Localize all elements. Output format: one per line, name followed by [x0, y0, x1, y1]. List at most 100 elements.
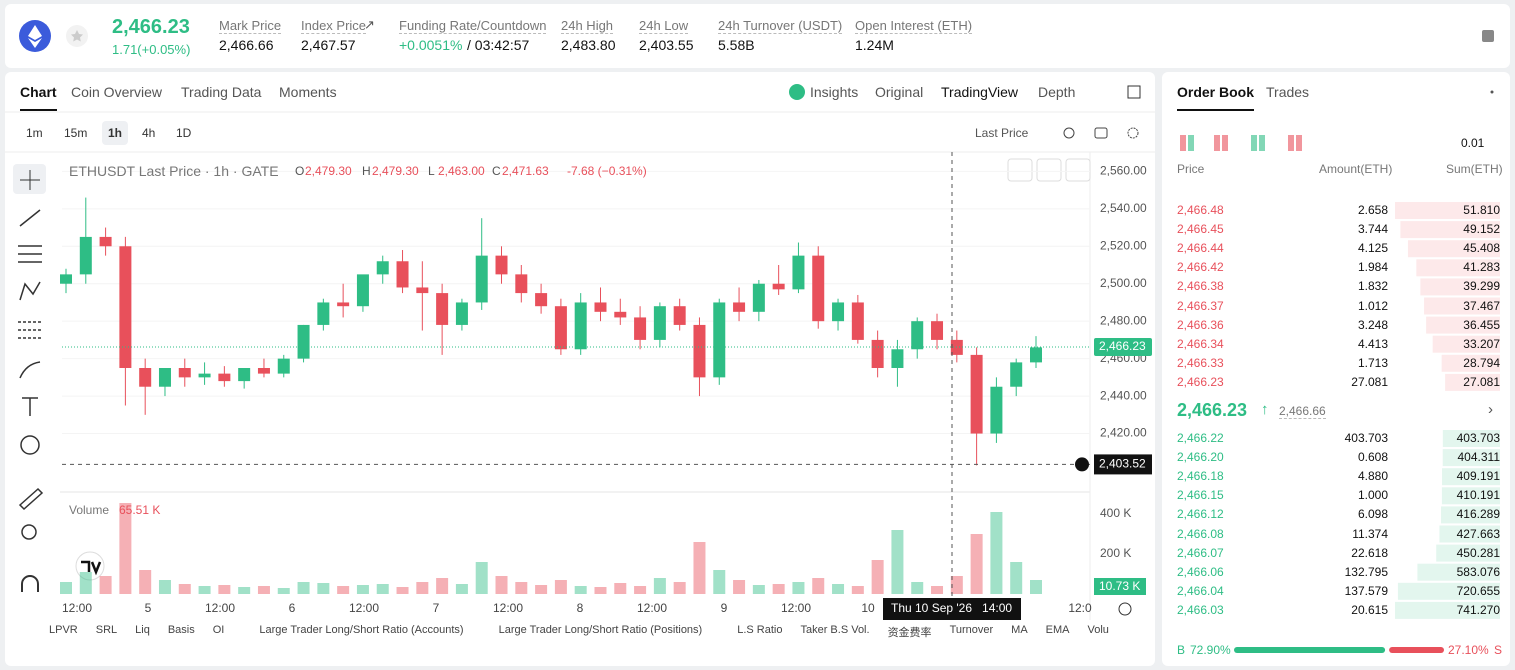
indicator[interactable]: LPVR: [49, 624, 78, 636]
volume-value: 65.51 K: [119, 503, 161, 517]
y-tick-label: 2,500.00: [1100, 276, 1147, 290]
ruler-tool[interactable]: [18, 487, 44, 511]
x-label: 5: [145, 601, 152, 615]
indicator[interactable]: EMA: [1045, 624, 1070, 636]
candle-body: [911, 321, 924, 350]
volume-bar: [891, 530, 904, 594]
emoji-tool[interactable]: [20, 435, 40, 455]
ob-amount: 6.098: [1357, 507, 1388, 522]
interval[interactable]: 15m: [64, 126, 88, 140]
add-order: [1075, 457, 1089, 472]
sell-label: S: [1494, 643, 1503, 657]
ob-price: 2,466.36: [1177, 317, 1224, 332]
tab[interactable]: Chart: [20, 84, 57, 111]
candle-body: [198, 373, 211, 378]
indicator[interactable]: Large Trader Long/Short Ratio (Accounts): [259, 624, 464, 636]
indicator[interactable]: Liq: [135, 624, 150, 636]
view-tab[interactable]: Insights: [810, 84, 859, 100]
layout-btn[interactable]: [1127, 85, 1141, 99]
indicator[interactable]: MA: [1011, 624, 1028, 636]
view-tab[interactable]: TradingView: [941, 84, 1019, 100]
ob-sum: 410.191: [1456, 488, 1500, 503]
indicator[interactable]: OI: [212, 624, 225, 636]
volume-bar: [238, 587, 251, 594]
time-tag: Thu 10 Sep '26 14:00: [891, 601, 1012, 615]
depth-bar: [1445, 373, 1500, 391]
candle-body: [970, 354, 983, 434]
ob-sum: 39.299: [1463, 279, 1500, 294]
chart-settings[interactable]: [1127, 127, 1139, 139]
view-toggle: [1259, 135, 1265, 151]
volume-bar: [178, 584, 191, 594]
text-tool[interactable]: [22, 397, 38, 416]
stat-value: 2,467.57: [301, 37, 356, 53]
precision[interactable]: 0.01: [1461, 136, 1485, 150]
line-tool[interactable]: [19, 209, 41, 227]
interval[interactable]: 1D: [176, 126, 192, 140]
x-label: 12:00: [637, 601, 667, 615]
view-tab[interactable]: Original: [875, 84, 924, 100]
ob-sum: 36.455: [1463, 317, 1500, 332]
ob-price: 2,466.44: [1177, 241, 1224, 256]
tab[interactable]: Moments: [279, 84, 337, 100]
pattern-tool[interactable]: [19, 281, 41, 301]
snapshot[interactable]: [1094, 127, 1108, 139]
more[interactable]: [1490, 90, 1494, 94]
view-toggle: [1188, 135, 1194, 151]
external-icon: ↗: [364, 17, 375, 32]
ob-amount: 3.248: [1357, 317, 1388, 332]
ob-price: 2,466.18: [1177, 469, 1224, 484]
settings[interactable]: [1118, 602, 1132, 616]
btn[interactable]: [1036, 158, 1062, 182]
ob-price: 2,466.12: [1177, 507, 1224, 522]
ob-price: 2,466.33: [1177, 355, 1224, 370]
search[interactable]: [1063, 127, 1075, 139]
candle-body: [812, 255, 825, 322]
candle-body: [832, 302, 845, 322]
volume-bar: [673, 582, 686, 594]
ob-price: 2,466.20: [1177, 450, 1224, 465]
ob-tab[interactable]: Order Book: [1177, 84, 1255, 111]
volume-bar: [832, 584, 845, 594]
legend-key: O: [295, 164, 305, 178]
candle-body: [713, 302, 726, 378]
brush-tool[interactable]: [19, 361, 41, 379]
depth-bar: [1407, 240, 1500, 258]
interval[interactable]: 1m: [26, 126, 43, 140]
candle-body: [851, 302, 864, 340]
stat-label: Open Interest (ETH): [855, 18, 973, 34]
indicator[interactable]: Basis: [167, 624, 195, 636]
tab[interactable]: Trading Data: [181, 84, 262, 100]
fib-tool[interactable]: [18, 321, 42, 339]
x-label: 12:00: [493, 601, 523, 615]
ob-sum: 51.810: [1463, 203, 1500, 217]
zoom-tool[interactable]: [21, 524, 37, 540]
btn[interactable]: [1065, 158, 1091, 182]
ob-sum: 404.311: [1457, 450, 1501, 465]
btn[interactable]: [1007, 158, 1033, 182]
channel-tool[interactable]: [18, 245, 42, 263]
interval[interactable]: 1h: [102, 121, 129, 145]
legend-key: C: [492, 164, 501, 178]
tab[interactable]: Coin Overview: [71, 84, 163, 100]
indicator[interactable]: SRL: [95, 624, 118, 636]
indicator[interactable]: Taker B.S Vol.: [800, 624, 870, 636]
indicator[interactable]: 资金费率: [887, 627, 932, 639]
magnet-tool[interactable]: [21, 575, 39, 592]
view-tab[interactable]: Depth: [1038, 84, 1076, 100]
legend-value: 2,479.30: [372, 164, 419, 178]
price-source[interactable]: Last Price: [975, 126, 1029, 140]
candle-body: [436, 293, 449, 325]
candle-body: [1010, 362, 1023, 387]
menu-icon[interactable]: [1482, 30, 1494, 42]
indicator[interactable]: L.S Ratio: [737, 624, 783, 636]
indicator[interactable]: Large Trader Long/Short Ratio (Positions…: [498, 624, 703, 636]
indicator[interactable]: Turnover: [949, 624, 994, 636]
indicator[interactable]: Volu: [1087, 624, 1109, 636]
volume-bar: [416, 582, 429, 594]
mid-price: 2,466.23: [1177, 400, 1248, 420]
price: 2,466.23: [112, 16, 190, 38]
stat-value: 2,403.55: [639, 37, 694, 53]
interval[interactable]: 4h: [142, 126, 156, 140]
ob-tab[interactable]: Trades: [1266, 84, 1310, 100]
